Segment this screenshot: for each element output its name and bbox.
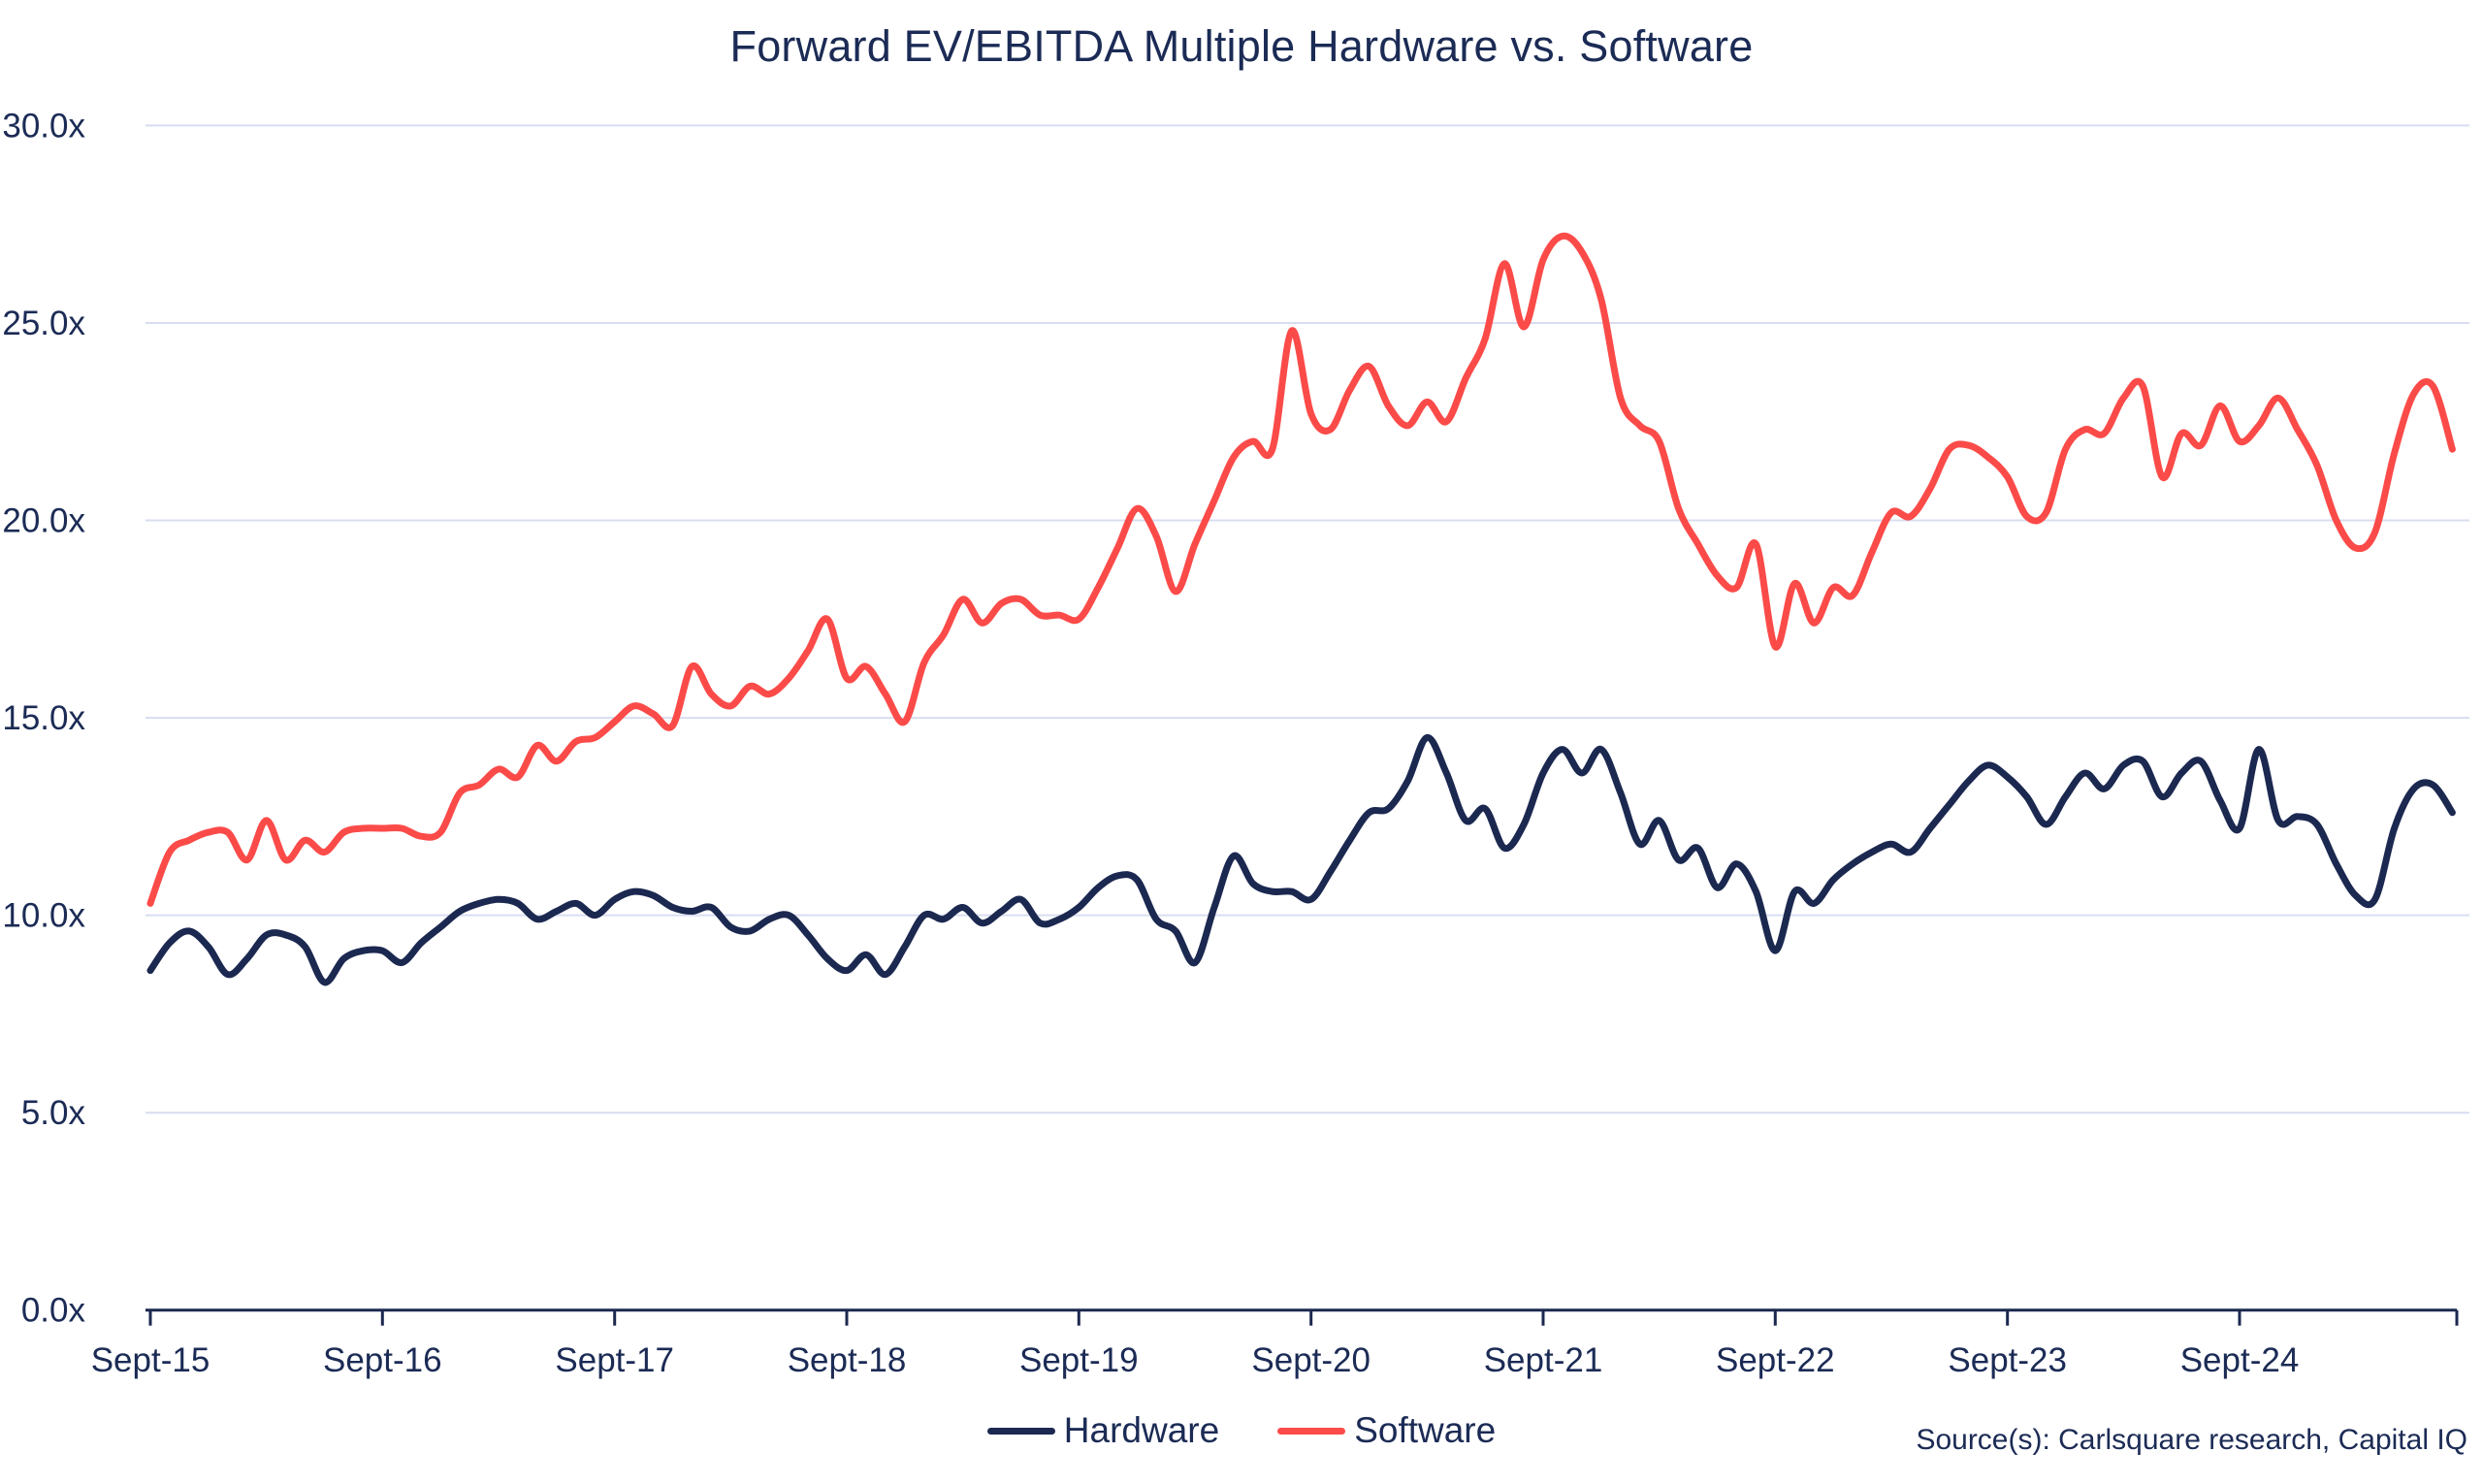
x-axis-label-Sept-19: Sept-19 <box>1019 1341 1139 1379</box>
y-axis-label-25.0x: 25.0x <box>2 305 85 342</box>
y-axis-label-15.0x: 15.0x <box>2 699 85 737</box>
source-note: Source(s): Carlsquare research, Capital … <box>1916 1424 2467 1456</box>
legend-item-software: Software <box>1277 1410 1496 1451</box>
y-axis-label-10.0x: 10.0x <box>2 897 85 935</box>
x-axis-label-Sept-18: Sept-18 <box>788 1341 907 1379</box>
x-axis-label-Sept-21: Sept-21 <box>1484 1341 1603 1379</box>
x-axis-label-Sept-22: Sept-22 <box>1716 1341 1835 1379</box>
x-axis-label-Sept-23: Sept-23 <box>1948 1341 2067 1379</box>
x-axis-label-Sept-15: Sept-15 <box>91 1341 210 1379</box>
legend-item-hardware: Hardware <box>986 1410 1220 1451</box>
hardware-line-swatch <box>986 1427 1055 1435</box>
legend-label-software: Software <box>1354 1410 1497 1450</box>
chart-legend: Hardware Software <box>0 1410 2483 1451</box>
x-axis-label-Sept-17: Sept-17 <box>555 1341 674 1379</box>
software-series-line <box>146 232 2456 907</box>
x-axis-label-Sept-24: Sept-24 <box>2180 1341 2300 1379</box>
software-line-swatch <box>1277 1427 1346 1435</box>
x-axis-label-Sept-20: Sept-20 <box>1251 1341 1370 1379</box>
y-axis-label-5.0x: 5.0x <box>21 1094 86 1132</box>
y-axis-label-30.0x: 30.0x <box>2 107 85 145</box>
legend-label-hardware: Hardware <box>1063 1410 1220 1450</box>
x-axis-label-Sept-16: Sept-16 <box>323 1341 442 1379</box>
chart-title: Forward EV/EBITDA Multiple Hardware vs. … <box>729 21 1754 71</box>
y-axis-label-0.0x: 0.0x <box>21 1292 86 1330</box>
y-axis-label-20.0x: 20.0x <box>2 502 85 540</box>
hardware-series-line <box>146 733 2456 986</box>
